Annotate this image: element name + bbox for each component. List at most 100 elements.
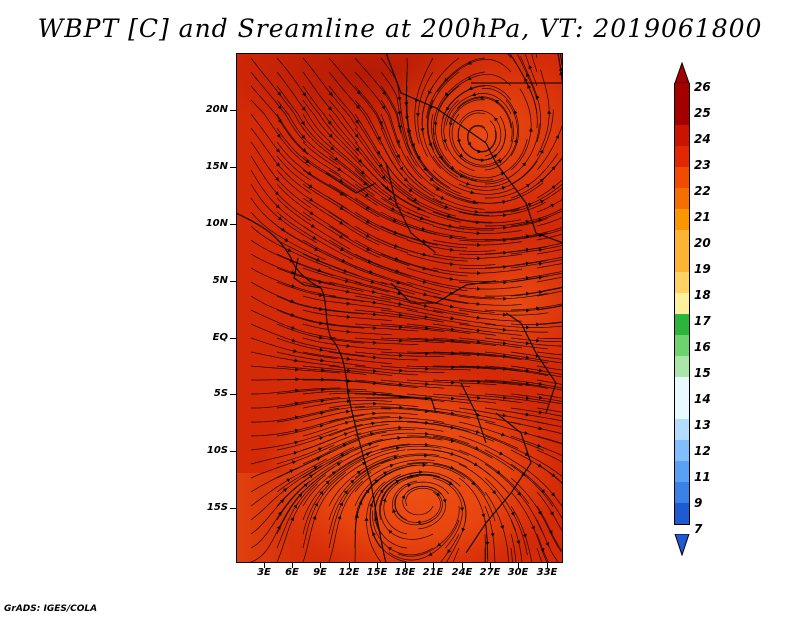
- streamline-arrowhead: [355, 119, 359, 124]
- streamline-arrowhead: [319, 436, 324, 441]
- streamline-arrowhead: [551, 473, 556, 477]
- streamline-arrowhead: [393, 455, 398, 460]
- streamline-arrowhead: [401, 494, 405, 499]
- streamline-arrowhead: [336, 462, 341, 467]
- streamline-arrowhead: [355, 147, 360, 152]
- streamline-arrowhead: [385, 186, 389, 190]
- streamline-arrowhead: [399, 353, 403, 358]
- streamline-arrowhead: [398, 313, 403, 317]
- streamline-arrowhead: [481, 513, 486, 518]
- streamline-arrowhead: [398, 302, 403, 306]
- streamline-arrowhead: [551, 492, 555, 497]
- streamline-arrowhead: [450, 425, 455, 430]
- streamline-arrowhead: [388, 530, 393, 534]
- lat-label-eq: EQ: [212, 332, 228, 343]
- colorbar-label: 14: [694, 392, 711, 406]
- streamline-arrowhead: [550, 511, 554, 516]
- streamline-arrowhead: [451, 396, 455, 401]
- streamline-arrowhead: [321, 368, 325, 373]
- streamline-arrowhead: [327, 120, 332, 125]
- lat-tick: [230, 338, 236, 339]
- streamline-arrowhead: [275, 162, 280, 167]
- colorbar-bin-lower: [674, 482, 690, 504]
- streamline-arrowhead: [287, 248, 292, 252]
- lon-label-30e: 30E: [507, 567, 529, 578]
- streamline-arrowhead: [440, 195, 445, 200]
- lat-tick: [230, 110, 236, 111]
- streamline-arrowhead: [309, 197, 314, 202]
- lat-label-20n: 20N: [205, 104, 228, 115]
- streamline: [536, 365, 563, 371]
- streamline-arrowhead: [312, 515, 317, 520]
- streamline-arrowhead: [318, 447, 323, 452]
- streamline-arrowhead: [528, 127, 533, 132]
- streamline: [536, 276, 563, 283]
- streamline-arrowhead: [365, 233, 370, 238]
- lat-tick: [230, 281, 236, 282]
- streamline-arrowhead: [365, 205, 370, 210]
- streamline-arrowhead: [428, 552, 433, 556]
- streamline-arrowhead: [470, 190, 475, 195]
- streamline: [536, 233, 563, 241]
- streamline-arrowhead: [435, 186, 440, 191]
- streamline-arrowhead: [541, 489, 545, 494]
- streamline-arrowhead: [467, 61, 472, 65]
- streamline-map: [236, 53, 563, 563]
- colorbar-label: 26: [694, 80, 711, 94]
- streamline-arrowhead: [442, 499, 447, 503]
- colorbar-bin-7: [674, 440, 690, 462]
- streamline-arrowhead: [346, 356, 351, 361]
- streamline-arrowhead: [538, 382, 543, 386]
- streamline-arrowhead: [312, 235, 317, 240]
- streamline-arrowhead: [303, 483, 308, 488]
- streamline-arrowhead: [389, 464, 394, 468]
- streamline-arrowhead: [502, 341, 507, 346]
- streamline-arrowhead: [551, 166, 556, 171]
- lat-label-15n: 15N: [205, 161, 228, 172]
- streamline-arrowhead: [290, 517, 294, 521]
- streamline-arrowhead: [525, 382, 530, 386]
- warm-zone-southwest: [236, 473, 326, 563]
- lon-tick: [518, 563, 519, 568]
- streamline-arrowhead: [502, 327, 507, 332]
- streamline-arrowhead: [377, 136, 381, 141]
- streamline-arrowhead: [305, 159, 310, 164]
- lon-label-12e: 12E: [338, 567, 360, 578]
- streamline-arrowhead: [343, 269, 348, 273]
- streamline-arrowhead: [318, 335, 323, 340]
- lat-tick: [230, 167, 236, 168]
- streamline-arrowhead: [369, 270, 373, 274]
- streamline-arrowhead: [503, 395, 507, 400]
- streamline-arrowhead: [477, 340, 481, 345]
- streamline-arrowhead: [459, 153, 463, 158]
- streamline-arrowhead: [525, 247, 530, 252]
- streamline-arrowhead: [301, 121, 305, 126]
- streamline-arrowhead: [277, 91, 281, 96]
- streamline-arrowhead: [340, 247, 345, 251]
- streamline-arrowhead: [540, 548, 545, 552]
- streamline-arrowhead: [344, 490, 348, 495]
- colorbar-bin-13: [674, 356, 690, 378]
- colorbar-bin-15: [674, 314, 690, 336]
- streamline-arrowhead: [422, 252, 427, 257]
- streamline: [536, 290, 563, 297]
- streamline-arrowhead: [540, 200, 544, 204]
- streamline-arrowhead: [525, 219, 530, 224]
- streamline-arrowhead: [503, 251, 507, 255]
- streamline-arrowhead: [339, 234, 344, 239]
- lon-label-33e: 33E: [536, 567, 558, 578]
- streamline-arrowhead: [437, 542, 442, 547]
- streamline-arrowhead: [321, 377, 325, 382]
- streamline-arrowhead: [522, 533, 527, 538]
- streamline-arrowhead: [503, 312, 507, 317]
- streamline-arrowhead: [526, 325, 530, 330]
- streamline-arrowhead: [525, 183, 530, 188]
- streamline-arrowhead: [291, 325, 296, 330]
- streamline-arrowhead: [320, 398, 325, 403]
- colorbar-label: 12: [694, 444, 711, 458]
- streamline-arrowhead: [477, 395, 481, 400]
- streamline-arrowhead: [503, 354, 507, 358]
- streamline-arrowhead: [526, 73, 530, 78]
- coastline-borders: [236, 53, 563, 563]
- streamline-arrowhead: [316, 457, 321, 461]
